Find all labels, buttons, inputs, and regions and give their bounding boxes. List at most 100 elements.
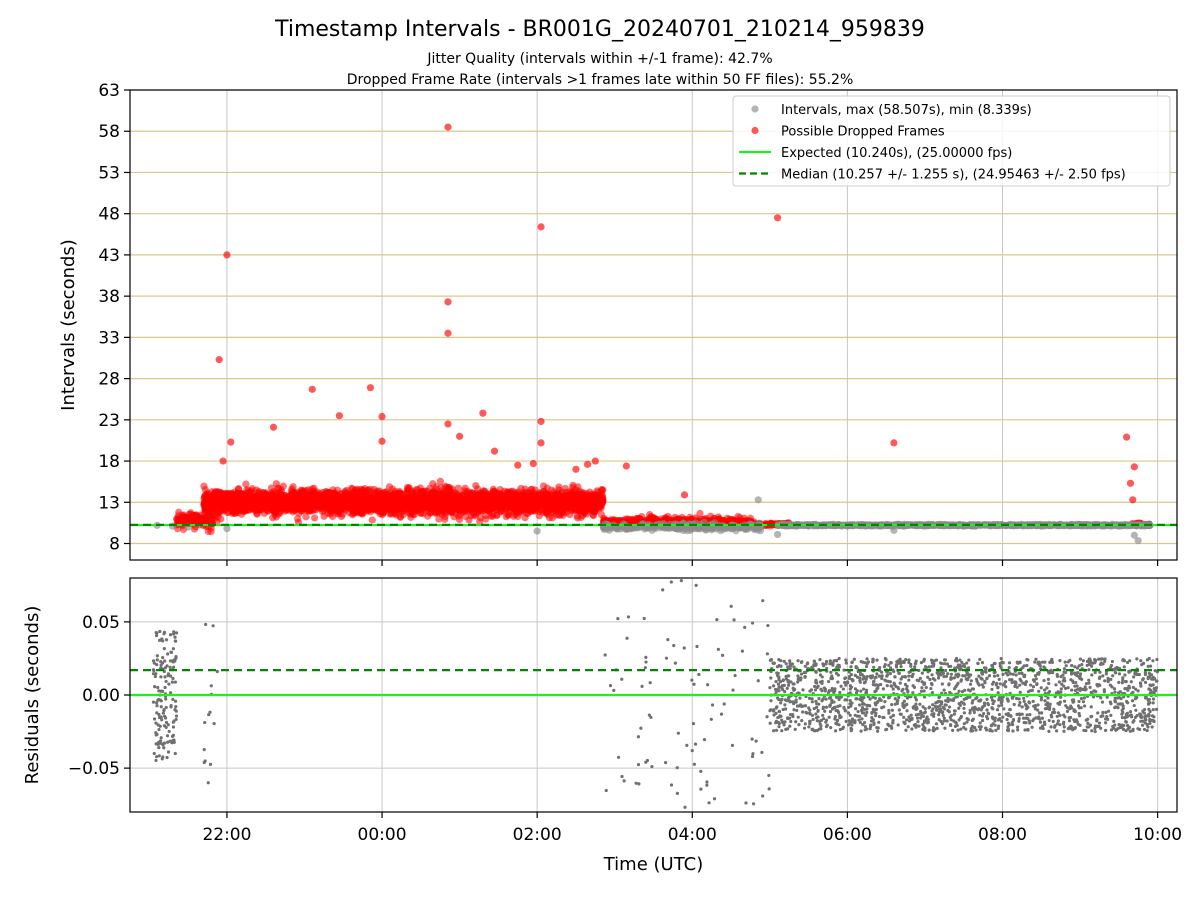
dropped-frame-point [271,506,279,514]
dropped-frame-point [203,496,211,504]
dropped-frame-point [290,498,298,507]
dropped-frame-point [204,527,212,536]
dropped-frame-point [298,501,306,509]
dropped-frame-point [436,477,444,485]
dropped-frame-point [242,496,250,505]
dropped-frame-point [284,496,292,504]
chart-subtitle-dropped: Dropped Frame Rate (intervals >1 frames … [347,72,854,88]
dropped-frame-point [581,499,589,507]
dropped-frame-point [527,500,535,508]
dropped-frame-point [467,512,475,520]
dropped-frame-point [368,516,376,524]
dropped-frame-point [440,507,448,515]
dropped-frame-point [349,510,357,518]
chart-subtitle-jitter: Jitter Quality (intervals within +/-1 fr… [426,51,772,67]
dropped-frame-point [487,500,495,508]
dropped-frame-point [450,513,458,521]
dropped-frame-point [411,502,419,510]
dropped-frame-point [289,488,297,496]
dropped-frame-point [419,510,427,518]
dropped-frame-point [251,506,260,514]
dropped-frame-point [396,513,405,521]
dropped-frame-point [522,509,531,517]
dropped-frame-point [246,488,254,496]
dropped-frame-point [369,505,377,513]
dropped-frame-point [364,486,372,494]
intervals-points [153,123,1154,545]
dropped-frame-point [481,505,490,513]
dropped-frame-point [491,489,500,497]
dropped-frame-point [272,480,280,488]
dropped-frame-point [528,490,536,498]
dropped-frame-point [472,495,480,503]
dropped-frame-point [506,503,514,511]
dropped-frame-point [423,501,432,509]
dropped-frame-point [574,514,582,522]
dropped-frame-point [297,486,305,494]
dropped-frame-point [294,515,302,523]
dropped-frame-point [554,493,563,501]
dropped-frame-point [432,491,440,500]
dropped-frame-point [315,491,323,499]
dropped-frame-point [484,493,493,501]
dropped-frame-point [539,500,548,508]
dropped-frame-point [200,482,208,490]
dropped-frame-point [573,500,581,508]
dropped-frame-point [327,492,335,500]
dropped-frame-point [564,495,572,504]
dropped-frame-point [353,503,361,511]
dropped-frame-point [521,485,529,493]
dropped-frame-point [404,486,412,494]
dropped-frame-point [460,500,468,508]
dropped-frame-point [425,508,434,516]
dropped-frame-point [187,515,195,523]
dropped-frame-point [496,498,504,507]
dropped-frame-point [543,509,551,517]
dropped-frame-point [586,488,594,496]
dropped-frame-point [258,496,266,504]
dropped-frame-point [511,491,519,499]
chart-title: Timestamp Intervals - BR001G_20240701_21… [274,17,925,42]
dropped-frame-point [336,497,344,505]
dropped-frame-point [203,502,212,511]
dropped-frame-point [497,508,505,516]
dropped-frame-point [324,509,332,517]
dropped-frame-point [242,480,250,488]
dropped-frame-point [223,502,231,510]
dropped-frame-point [304,486,312,494]
dropped-frame-point [385,483,394,491]
dropped-frame-point [540,487,548,495]
dropped-frame-point [432,503,440,511]
dropped-frame-point [267,484,276,492]
dropped-frame-point [275,493,283,501]
dropped-frame-point [389,500,398,508]
dropped-frame-point [305,506,313,514]
dropped-frame-point [264,498,273,506]
dropped-frame-point [400,502,408,510]
dropped-frame-point [597,502,605,510]
dropped-frame-point [264,506,272,514]
dropped-frame-point [223,490,231,499]
dropped-frame-point [248,498,256,506]
dropped-frame-point [284,502,292,511]
dropped-frame-point [335,507,343,515]
dropped-frame-point [568,487,576,496]
dropped-frame-point [354,488,362,496]
dropped-frame-point [472,481,480,490]
dropped-frame-point [347,494,356,502]
dropped-frame-point [311,514,319,522]
dropped-frame-point [229,498,237,506]
dropped-frame-point [302,513,310,521]
dropped-frame-point [272,513,280,521]
dropped-frame-point [321,497,329,505]
dropped-frame-point [208,514,216,522]
dropped-frame-point [462,488,470,497]
dropped-frame-point [359,504,368,512]
dropped-frame-point [504,511,513,519]
dropped-frame-point [448,501,456,509]
dropped-frame-point [421,493,429,501]
dropped-frame-point [590,494,598,502]
dropped-frame-point [646,510,654,519]
dropped-frame-point [382,495,390,503]
